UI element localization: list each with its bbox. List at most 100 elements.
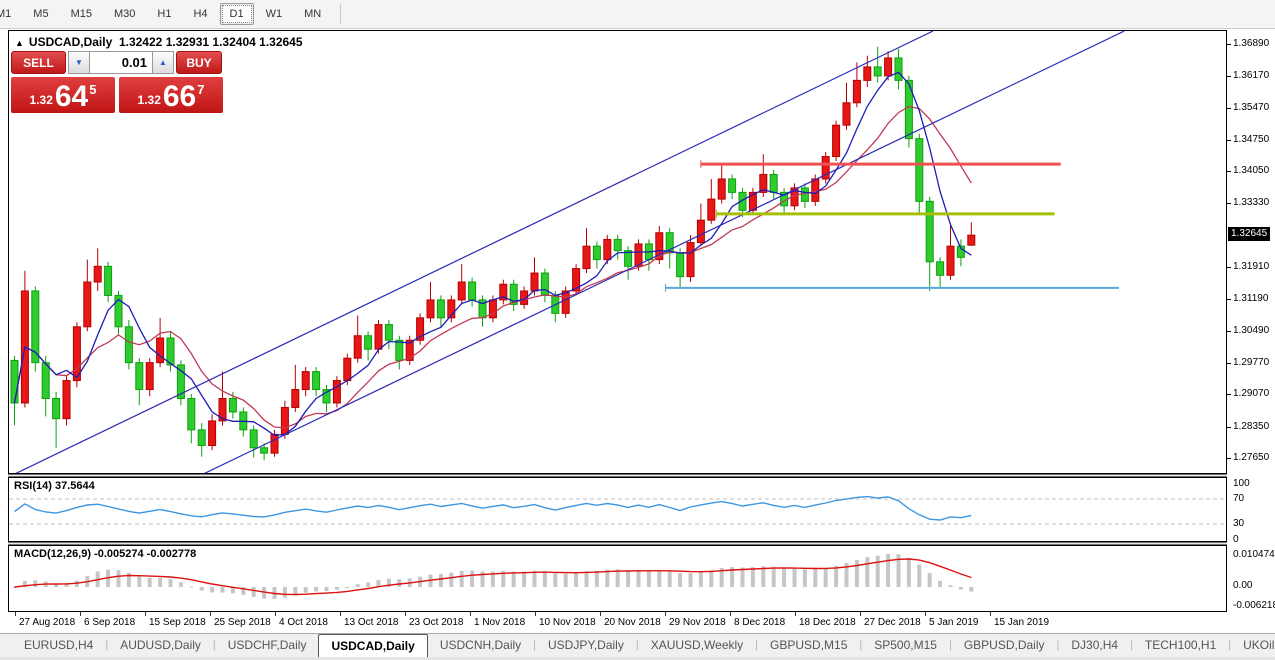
price-axis-label: 1.27650 bbox=[1233, 452, 1270, 463]
chart-symbol-label: USDCAD,Daily bbox=[28, 35, 113, 49]
tabbar-bottom-strip bbox=[0, 657, 1275, 660]
sell-price-prefix: 1.32 bbox=[29, 93, 53, 107]
timeframe-button-M5[interactable]: M5 bbox=[33, 8, 49, 20]
date-label: 15 Jan 2019 bbox=[994, 617, 1050, 628]
buy-button[interactable]: BUY bbox=[176, 51, 222, 74]
volume-dropdown-icon[interactable]: ▼ bbox=[68, 51, 90, 74]
date-tick bbox=[15, 612, 16, 616]
timeframe-button-H4[interactable]: H4 bbox=[193, 8, 208, 20]
chart-tab-GBPUSD-Daily[interactable]: GBPUSD,Daily bbox=[963, 638, 1045, 652]
date-tick bbox=[600, 612, 601, 616]
date-tick bbox=[860, 612, 861, 616]
tab-separator: | bbox=[1130, 639, 1133, 651]
chart-tab-EURUSD-H4[interactable]: EURUSD,H4 bbox=[24, 638, 94, 652]
timeframe-button-H1[interactable]: H1 bbox=[157, 8, 172, 20]
tab-separator: | bbox=[755, 639, 759, 651]
sell-button[interactable]: SELL bbox=[11, 51, 66, 74]
date-label: 8 Dec 2018 bbox=[734, 617, 786, 628]
date-tick bbox=[405, 612, 406, 616]
timeframe-button-M30[interactable]: M30 bbox=[113, 8, 136, 20]
chart-tab-USDJPY-Daily[interactable]: USDJPY,Daily bbox=[548, 638, 624, 652]
date-tick bbox=[730, 612, 731, 616]
timeframe-button-D1[interactable]: D1 bbox=[219, 3, 254, 25]
price-tick bbox=[1227, 427, 1231, 428]
candlestick-chart-canvas[interactable] bbox=[9, 31, 1226, 473]
collapse-trade-panel-icon[interactable]: ▲ bbox=[15, 38, 24, 48]
timeframe-button-W1[interactable]: W1 bbox=[265, 8, 283, 20]
macd-splitter[interactable] bbox=[8, 542, 1227, 545]
date-tick bbox=[210, 612, 211, 616]
date-label: 29 Nov 2018 bbox=[669, 617, 726, 628]
volume-up-icon[interactable]: ▲ bbox=[152, 51, 174, 74]
chart-tab-UKOil-H1[interactable]: UKOil,H1 bbox=[1243, 638, 1275, 652]
buy-price-big: 66 bbox=[162, 80, 197, 113]
volume-input[interactable]: 0.01 bbox=[90, 51, 152, 74]
tab-separator: | bbox=[635, 639, 639, 651]
price-tick bbox=[1227, 140, 1231, 141]
date-label: 15 Sep 2018 bbox=[149, 617, 206, 628]
one-click-trade-panel: SELL ▼ 0.01 ▲ BUY 1.32 64 5 1.32 66 7 bbox=[11, 51, 227, 113]
macd-indicator-panel: MACD(12,26,9) -0.005274 -0.002778 bbox=[8, 545, 1227, 612]
time-axis[interactable]: 27 Aug 2018 6 Sep 2018 15 Sep 2018 25 Sep 2… bbox=[8, 612, 1227, 633]
buy-price-sup: 7 bbox=[197, 82, 205, 97]
price-tick bbox=[1227, 458, 1231, 459]
buy-price-box[interactable]: 1.32 66 7 bbox=[119, 77, 223, 113]
macd-level-label: -0.006218 bbox=[1233, 600, 1275, 611]
rsi-splitter[interactable] bbox=[8, 474, 1227, 477]
chart-tab-GBPUSD-M15[interactable]: GBPUSD,M15 bbox=[770, 638, 848, 652]
price-axis-label: 1.30490 bbox=[1233, 325, 1270, 336]
timeframe-toolbar: M1 M5 M15 M30 H1 H4 D1 W1 MN bbox=[0, 0, 1275, 29]
chart-tab-USDCAD-Daily[interactable]: USDCAD,Daily bbox=[318, 634, 428, 657]
tab-separator: | bbox=[859, 639, 863, 651]
tab-separator: | bbox=[1056, 639, 1060, 651]
macd-label: MACD(12,26,9) -0.005274 -0.002778 bbox=[14, 548, 197, 560]
date-tick bbox=[665, 612, 666, 616]
price-tick bbox=[1227, 267, 1231, 268]
rsi-label: RSI(14) 37.5644 bbox=[14, 480, 95, 492]
sell-price-box[interactable]: 1.32 64 5 bbox=[11, 77, 115, 113]
date-label: 1 Nov 2018 bbox=[474, 617, 526, 628]
date-label: 27 Aug 2018 bbox=[19, 617, 76, 628]
chart-tab-USDCNH-Daily[interactable]: USDCNH,Daily bbox=[439, 638, 522, 652]
ohlc-open: 1.32422 bbox=[118, 35, 163, 49]
macd-chart-canvas[interactable] bbox=[9, 546, 1226, 611]
date-label: 20 Nov 2018 bbox=[604, 617, 661, 628]
main-chart-panel: ▲ USDCAD,Daily 1.32422 1.32931 1.32404 1.… bbox=[8, 30, 1227, 474]
date-label: 13 Oct 2018 bbox=[344, 617, 399, 628]
date-tick bbox=[795, 612, 796, 616]
chart-tab-DJ30-H4[interactable]: DJ30,H4 bbox=[1071, 638, 1119, 652]
rsi-chart-canvas[interactable] bbox=[9, 478, 1226, 541]
timeframe-button-MN[interactable]: MN bbox=[304, 8, 322, 20]
chart-tab-AUDUSD-Daily[interactable]: AUDUSD,Daily bbox=[120, 638, 201, 652]
rsi-indicator-panel: RSI(14) 37.5644 bbox=[8, 477, 1227, 542]
price-tick bbox=[1227, 76, 1231, 77]
price-tick bbox=[1227, 363, 1231, 364]
timeframe-button-M1[interactable]: M1 bbox=[0, 8, 12, 20]
price-tick bbox=[1227, 331, 1231, 332]
date-label: 5 Jan 2019 bbox=[929, 617, 979, 628]
chart-tab-SP500-M15[interactable]: SP500,M15 bbox=[874, 638, 937, 652]
price-axis-label: 1.35470 bbox=[1233, 102, 1270, 113]
date-tick bbox=[340, 612, 341, 616]
sell-price-big: 64 bbox=[54, 80, 89, 113]
chart-tab-TECH100-H1[interactable]: TECH100,H1 bbox=[1144, 638, 1217, 652]
sell-price-sup: 5 bbox=[89, 82, 97, 97]
date-tick bbox=[145, 612, 146, 616]
tab-separator: | bbox=[533, 639, 537, 651]
chart-tab-XAUUSD-Weekly[interactable]: XAUUSD,Weekly bbox=[650, 638, 744, 652]
price-tick bbox=[1227, 44, 1231, 45]
price-axis-label: 1.31190 bbox=[1233, 293, 1269, 304]
date-label: 6 Sep 2018 bbox=[84, 617, 136, 628]
ohlc-close: 1.32645 bbox=[259, 35, 303, 49]
price-tick bbox=[1227, 299, 1231, 300]
rsi-level-label: 70 bbox=[1233, 493, 1245, 504]
price-axis-label: 1.34050 bbox=[1233, 165, 1270, 176]
chart-tab-USDCHF-Daily[interactable]: USDCHF,Daily bbox=[227, 638, 307, 652]
date-tick bbox=[990, 612, 991, 616]
date-label: 4 Oct 2018 bbox=[279, 617, 328, 628]
macd-level-label: 0.010474 bbox=[1233, 548, 1275, 560]
price-axis[interactable]: 1.36890 1.36170 1.35470 1.34750 1.34050 1.333… bbox=[1227, 30, 1275, 633]
timeframe-button-M15[interactable]: M15 bbox=[70, 8, 92, 20]
price-axis-label: 1.36890 bbox=[1233, 38, 1270, 49]
